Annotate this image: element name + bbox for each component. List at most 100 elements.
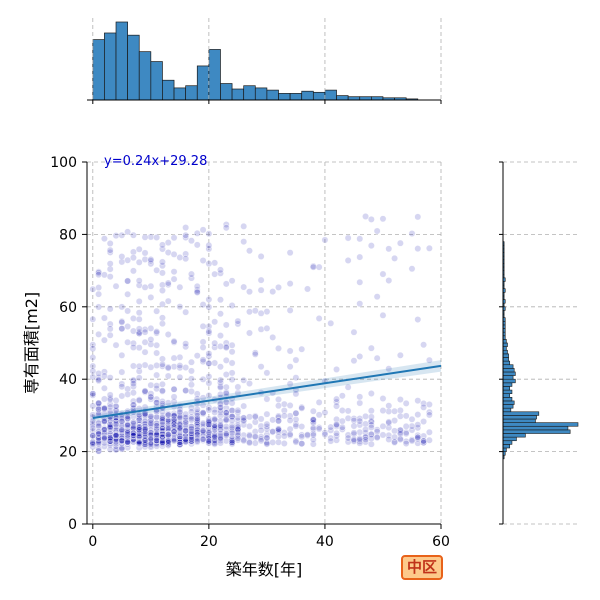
data-point xyxy=(205,392,213,399)
data-point xyxy=(199,257,207,264)
data-point xyxy=(373,227,381,235)
data-point xyxy=(188,434,195,442)
data-point xyxy=(182,427,190,435)
data-point xyxy=(135,374,143,382)
data-point xyxy=(414,431,422,439)
data-point xyxy=(286,380,294,388)
data-point xyxy=(124,290,132,298)
data-point xyxy=(193,390,201,398)
data-point xyxy=(396,430,404,438)
data-point xyxy=(356,437,364,445)
data-point xyxy=(234,317,242,325)
data-point xyxy=(350,436,358,443)
data-point xyxy=(147,363,155,371)
data-point xyxy=(385,431,393,439)
data-point xyxy=(222,404,230,412)
data-point xyxy=(170,430,178,438)
data-point xyxy=(124,438,132,446)
data-point xyxy=(106,240,114,247)
data-point xyxy=(240,437,248,445)
data-point xyxy=(141,440,149,448)
data-point xyxy=(257,437,265,445)
data-point xyxy=(141,283,149,291)
x-tick-label: 0 xyxy=(88,534,97,550)
y-hist-bar xyxy=(502,440,513,445)
data-point xyxy=(234,434,242,442)
data-point xyxy=(182,364,190,371)
data-point xyxy=(217,296,224,304)
data-point xyxy=(164,331,172,338)
data-point xyxy=(135,258,143,266)
data-point xyxy=(130,327,137,335)
y-hist-bar xyxy=(502,396,513,402)
data-point xyxy=(373,428,381,436)
data-point xyxy=(292,422,300,430)
data-point xyxy=(228,359,236,367)
data-point xyxy=(159,360,166,368)
data-point xyxy=(391,254,398,262)
data-point xyxy=(199,427,207,435)
data-point xyxy=(193,410,201,417)
data-point xyxy=(309,416,317,424)
data-point xyxy=(135,413,143,421)
data-point xyxy=(228,437,236,445)
x-hist-bar xyxy=(312,91,326,101)
data-point xyxy=(396,412,404,420)
data-point xyxy=(130,362,137,370)
data-point xyxy=(263,423,271,430)
data-point xyxy=(95,271,103,279)
data-point xyxy=(124,307,132,315)
data-point xyxy=(130,376,137,384)
data-point xyxy=(170,415,178,423)
data-point xyxy=(159,314,166,322)
data-point xyxy=(135,424,143,432)
data-point xyxy=(112,421,120,429)
data-point xyxy=(298,345,306,353)
data-point xyxy=(286,280,294,288)
data-point xyxy=(402,422,410,430)
data-point xyxy=(118,434,126,442)
data-point xyxy=(153,371,161,379)
data-point xyxy=(182,438,190,446)
data-point xyxy=(379,215,387,223)
data-point xyxy=(118,392,126,400)
data-point xyxy=(124,323,132,330)
data-point xyxy=(130,254,137,262)
y-hist-bar xyxy=(502,411,540,416)
y-hist-bar xyxy=(502,389,513,394)
data-point xyxy=(217,384,224,391)
y-hist-bar xyxy=(502,349,508,355)
data-point xyxy=(402,412,410,420)
data-point xyxy=(292,416,300,423)
data-point xyxy=(170,417,178,425)
data-point xyxy=(425,428,433,436)
data-point xyxy=(396,351,404,359)
data-point xyxy=(159,387,166,395)
data-point xyxy=(153,436,161,444)
data-point xyxy=(106,273,114,281)
y-hist-bar xyxy=(502,400,515,405)
x-hist-bar xyxy=(336,95,349,101)
data-point xyxy=(321,429,329,437)
data-point xyxy=(286,402,294,409)
data-point xyxy=(275,413,282,421)
data-point xyxy=(367,344,375,352)
data-point xyxy=(333,366,340,373)
data-point xyxy=(251,418,259,426)
data-point xyxy=(222,356,230,364)
data-point xyxy=(89,373,97,381)
data-point xyxy=(106,265,114,273)
data-point xyxy=(222,423,230,430)
data-point xyxy=(315,424,323,431)
data-point xyxy=(246,247,253,255)
y-hist-bar xyxy=(502,436,517,442)
data-point xyxy=(211,259,219,267)
data-point xyxy=(228,425,236,433)
data-point xyxy=(373,434,381,442)
data-point xyxy=(182,308,190,316)
data-point xyxy=(205,245,213,253)
data-point xyxy=(251,428,259,435)
x-hist-bar xyxy=(301,90,314,101)
region-badge: 中区 xyxy=(401,555,443,580)
